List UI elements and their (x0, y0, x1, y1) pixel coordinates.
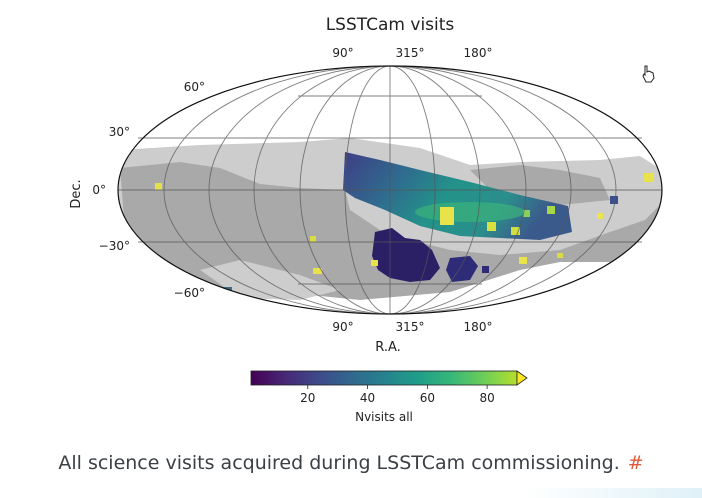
ra-tick-label-top: 180° (464, 46, 493, 60)
southern-visit-clump (446, 256, 478, 282)
colorbar-label: Nvisits all (355, 410, 413, 424)
colorbar (250, 370, 518, 386)
ra-tick-label-bottom: 90° (332, 320, 353, 334)
ra-tick-label-top: 90° (332, 46, 353, 60)
sphere-outline (117, 65, 663, 315)
visit-field (313, 268, 322, 274)
stripe-field (511, 227, 520, 235)
visit-field (519, 257, 527, 264)
y-axis-label: Dec. (69, 179, 84, 208)
ra-tick-label-top: 315° (396, 46, 425, 60)
corner-decoration (522, 488, 702, 498)
visit-field (371, 260, 378, 266)
dec-tick-label: 30° (109, 125, 130, 139)
x-axis-label: R.A. (375, 340, 401, 355)
colorbar-tick-label: 60 (420, 391, 435, 405)
visit-field (557, 253, 563, 258)
colorbar-tick-label: 20 (300, 391, 315, 405)
southern-visit-clump (372, 228, 440, 282)
visit-field (597, 213, 603, 219)
visit-field (155, 183, 162, 190)
ra-tick-label-bottom: 180° (464, 320, 493, 334)
colorbar-extend-arrow (516, 370, 528, 386)
stripe-field (487, 222, 496, 231)
pointer-hand-icon (642, 65, 655, 83)
caption-permalink[interactable]: # (627, 452, 644, 474)
visit-field (482, 266, 489, 273)
visit-stripe (343, 152, 572, 240)
colorbar-ticks: 20 40 60 80 (300, 385, 495, 405)
footprint-outer-lower-band (200, 260, 340, 300)
dec-tick-label: 0° (92, 183, 106, 197)
colorbar-tick-label: 40 (360, 391, 375, 405)
visit-field (310, 236, 316, 242)
dec-tick-label: −60° (174, 286, 205, 300)
stripe-field (547, 206, 555, 214)
figure-caption: All science visits acquired during LSSTC… (0, 452, 702, 474)
caption-text: All science visits acquired during LSSTC… (58, 452, 620, 474)
colorbar-tick-label: 80 (479, 391, 494, 405)
stripe-field (523, 210, 530, 217)
dec-tick-label: −30° (99, 239, 130, 253)
visit-field (644, 173, 654, 182)
ra-tick-label-bottom: 315° (396, 320, 425, 334)
dec-tick-label: 60° (184, 80, 205, 94)
stripe-hot-field (440, 207, 454, 225)
visit-field (610, 196, 618, 204)
stripe-bright-core (415, 202, 525, 222)
chart-title: LSSTCam visits (326, 15, 455, 35)
